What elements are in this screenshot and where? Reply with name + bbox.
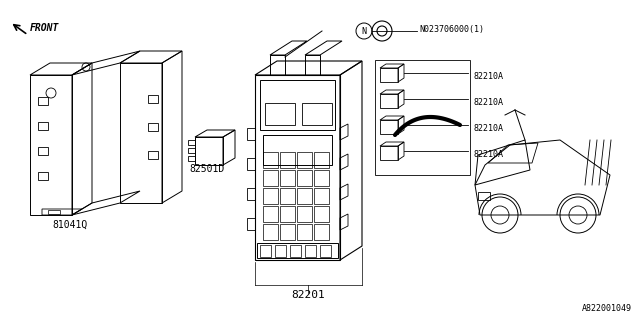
- Bar: [188, 148, 195, 153]
- Bar: [297, 206, 312, 222]
- Bar: [48, 210, 60, 214]
- Text: 82210A: 82210A: [473, 71, 503, 81]
- Bar: [263, 224, 278, 240]
- Bar: [297, 188, 312, 204]
- Bar: [263, 170, 278, 186]
- Bar: [38, 172, 48, 180]
- Bar: [290, 245, 301, 257]
- Bar: [263, 135, 332, 165]
- Bar: [478, 192, 490, 200]
- Bar: [260, 245, 271, 257]
- Bar: [320, 245, 331, 257]
- Bar: [188, 156, 195, 161]
- Bar: [265, 103, 295, 125]
- Bar: [280, 152, 295, 168]
- Bar: [375, 60, 470, 175]
- Text: 82201: 82201: [291, 290, 325, 300]
- Bar: [263, 152, 278, 168]
- Bar: [38, 147, 48, 155]
- Text: 82210A: 82210A: [473, 149, 503, 158]
- Bar: [260, 80, 335, 130]
- Bar: [263, 206, 278, 222]
- Text: N: N: [362, 27, 367, 36]
- Bar: [148, 95, 158, 103]
- Bar: [302, 103, 332, 125]
- Text: A822001049: A822001049: [582, 304, 632, 313]
- Bar: [314, 224, 329, 240]
- Bar: [297, 170, 312, 186]
- Bar: [297, 224, 312, 240]
- Bar: [280, 170, 295, 186]
- Text: 82210A: 82210A: [473, 124, 503, 132]
- Bar: [263, 188, 278, 204]
- Bar: [280, 224, 295, 240]
- Bar: [305, 245, 316, 257]
- Bar: [314, 188, 329, 204]
- Bar: [38, 122, 48, 130]
- Bar: [280, 188, 295, 204]
- Bar: [314, 170, 329, 186]
- Bar: [280, 206, 295, 222]
- Bar: [297, 152, 312, 168]
- Text: 82210A: 82210A: [473, 98, 503, 107]
- Bar: [314, 206, 329, 222]
- Bar: [257, 243, 338, 258]
- Text: 81041Q: 81041Q: [52, 220, 88, 230]
- Bar: [188, 140, 195, 145]
- Bar: [38, 97, 48, 105]
- Bar: [148, 123, 158, 131]
- Text: FRONT: FRONT: [30, 23, 60, 33]
- Bar: [148, 151, 158, 159]
- Text: N023706000(1): N023706000(1): [419, 25, 484, 34]
- Text: 82501D: 82501D: [189, 164, 225, 174]
- Bar: [314, 152, 329, 168]
- Bar: [275, 245, 286, 257]
